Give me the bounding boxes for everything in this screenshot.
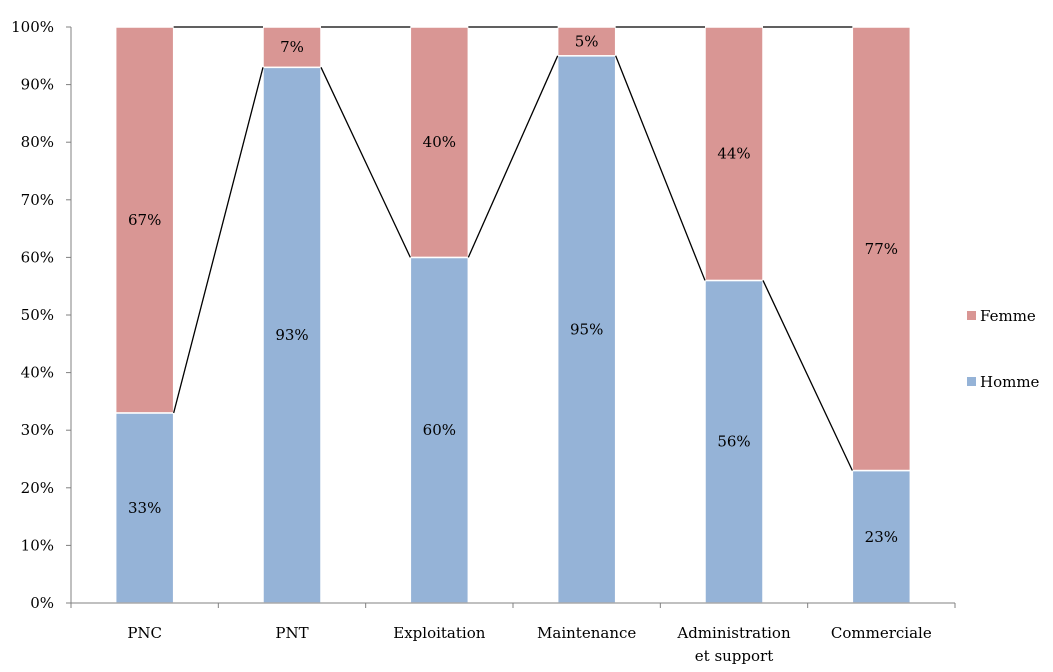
data-label-homme-maintenance: 95% <box>570 320 603 338</box>
bar-femme-pnt[interactable] <box>262 26 322 69</box>
plot-area: 33% 67% 93% 7% 60% 40% 95% 5% 56% 44% 23% 77% <box>114 26 912 604</box>
x-tick-label-maintenance: Maintenance <box>537 624 636 642</box>
y-tick-label: 70% <box>21 191 54 209</box>
bar-homme-pnc[interactable] <box>114 412 175 604</box>
series-line-homme-2 <box>320 67 411 258</box>
x-tick-label-administration-et-support: Administration et support <box>676 624 791 665</box>
y-tick-label: 50% <box>21 306 54 324</box>
bar-femme-pnc[interactable] <box>114 26 175 414</box>
y-tick-label: 100% <box>11 18 54 36</box>
series-line-homme-1 <box>173 67 264 414</box>
legend-label-homme: Homme <box>980 373 1040 391</box>
axes: 0% 10% 20% 30% 40% 50% 60% 70% 80% 90% 100% PNC PNT E… <box>11 18 956 665</box>
x-tick-label-commerciale: Commerciale <box>831 624 932 642</box>
legend: Femme Homme <box>967 307 1040 391</box>
legend-label-femme: Femme <box>980 307 1036 325</box>
x-tick-label-pnt: PNT <box>275 624 308 642</box>
data-label-femme-pnc: 67% <box>128 211 161 229</box>
y-tick-label: 30% <box>21 421 54 439</box>
series-line-homme-4 <box>615 55 706 281</box>
data-label-femme-administration-et-support: 44% <box>717 145 750 163</box>
data-label-homme-pnc: 33% <box>128 499 161 517</box>
data-label-homme-commerciale: 23% <box>865 528 898 546</box>
bar-femme-commerciale[interactable] <box>851 26 912 472</box>
legend-swatch-femme <box>967 311 976 320</box>
series-line-homme-3 <box>467 55 559 258</box>
y-tick-label: 10% <box>21 536 54 554</box>
bar-homme-commerciale[interactable] <box>851 469 912 604</box>
y-tick-label: 60% <box>21 248 54 266</box>
y-tick-label: 40% <box>21 364 54 382</box>
y-tick-label: 0% <box>30 594 54 612</box>
y-tick-label: 20% <box>21 479 54 497</box>
data-label-femme-exploitation: 40% <box>423 133 456 151</box>
data-label-femme-pnt: 7% <box>280 38 304 56</box>
legend-swatch-homme <box>967 377 976 386</box>
y-tick-label: 90% <box>21 76 54 94</box>
bar-femme-administration-et-support[interactable] <box>704 26 764 282</box>
data-label-homme-administration-et-support: 56% <box>717 433 750 451</box>
x-tick-label-exploitation: Exploitation <box>393 624 485 642</box>
data-label-homme-exploitation: 60% <box>423 421 456 439</box>
bar-femme-exploitation[interactable] <box>409 26 470 259</box>
data-label-homme-pnt: 93% <box>275 326 308 344</box>
x-tick-label-pnc: PNC <box>127 624 162 642</box>
y-tick-label: 80% <box>21 133 54 151</box>
data-label-femme-commerciale: 77% <box>865 240 898 258</box>
data-label-femme-maintenance: 5% <box>575 32 599 50</box>
series-line-homme-5 <box>762 280 853 471</box>
bar-femme-maintenance[interactable] <box>556 26 617 57</box>
